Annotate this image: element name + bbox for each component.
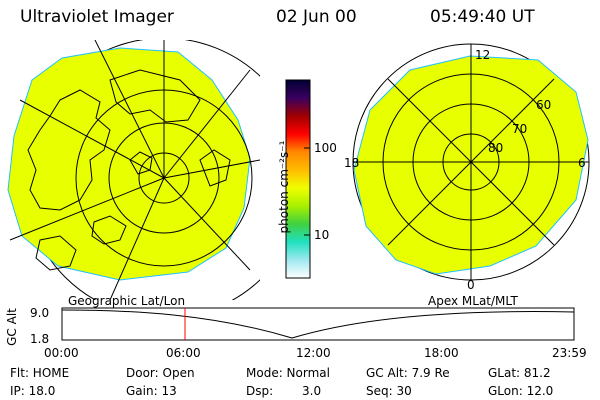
glat-info: GLat: 81.2 (488, 366, 551, 380)
gain-info: Gain: 13 (126, 384, 177, 398)
alt-xtick-2359: 23:59 (552, 346, 587, 360)
colorbar-tick-10: 10 (314, 228, 330, 242)
alt-xtick-1800: 18:00 (424, 346, 459, 360)
mlt-label-12: 12 (475, 48, 491, 62)
lat-label-80: 80 (488, 141, 504, 155)
alt-ytick-9: 9.0 (30, 306, 50, 320)
altitude-plot (61, 307, 575, 341)
flt-info: Flt: HOME (10, 366, 70, 380)
ip-info: IP: 18.0 (10, 384, 56, 398)
alt-xtick-0600: 06:00 (166, 346, 201, 360)
alt-xtick-1200: 12:00 (296, 346, 331, 360)
gc-alt-info: GC Alt: 7.9 Re (366, 366, 450, 380)
mlt-label-0: 0 (467, 278, 475, 292)
alt-ytick-1.8: 1.8 (30, 332, 50, 346)
magnetic-map (352, 43, 590, 281)
title: Ultraviolet Imager (20, 7, 174, 27)
time: 05:49:40 UT (430, 7, 535, 27)
colorbar-tick-100: 100 (314, 141, 337, 155)
alt-ylabel: GC Alt (5, 308, 19, 346)
geographic-label: Geographic Lat/Lon (68, 294, 186, 308)
seq-info: Seq: 30 (366, 384, 412, 398)
glon-info: GLon: 12.0 (488, 384, 554, 398)
alt-xtick-0000: 00:00 (44, 346, 79, 360)
colorbar-unit-label: photon cm⁻²s⁻¹ (277, 140, 291, 234)
dsp-label: Dsp: (246, 384, 274, 398)
geographic-map (7, 40, 260, 300)
date: 02 Jun 00 (276, 7, 357, 27)
lat-label-70: 70 (512, 122, 528, 136)
dsp-value: 3.0 (302, 384, 322, 398)
apex-label: Apex MLat/MLT (428, 294, 518, 308)
mlt-label-18: 18 (344, 156, 360, 170)
mode-info: Mode: Normal (246, 366, 330, 380)
lat-label-60: 60 (536, 98, 552, 112)
mlt-label-6: 6 (578, 156, 586, 170)
left-image-fill (7, 47, 251, 281)
door-info: Door: Open (126, 366, 195, 380)
colorbar (285, 79, 311, 279)
